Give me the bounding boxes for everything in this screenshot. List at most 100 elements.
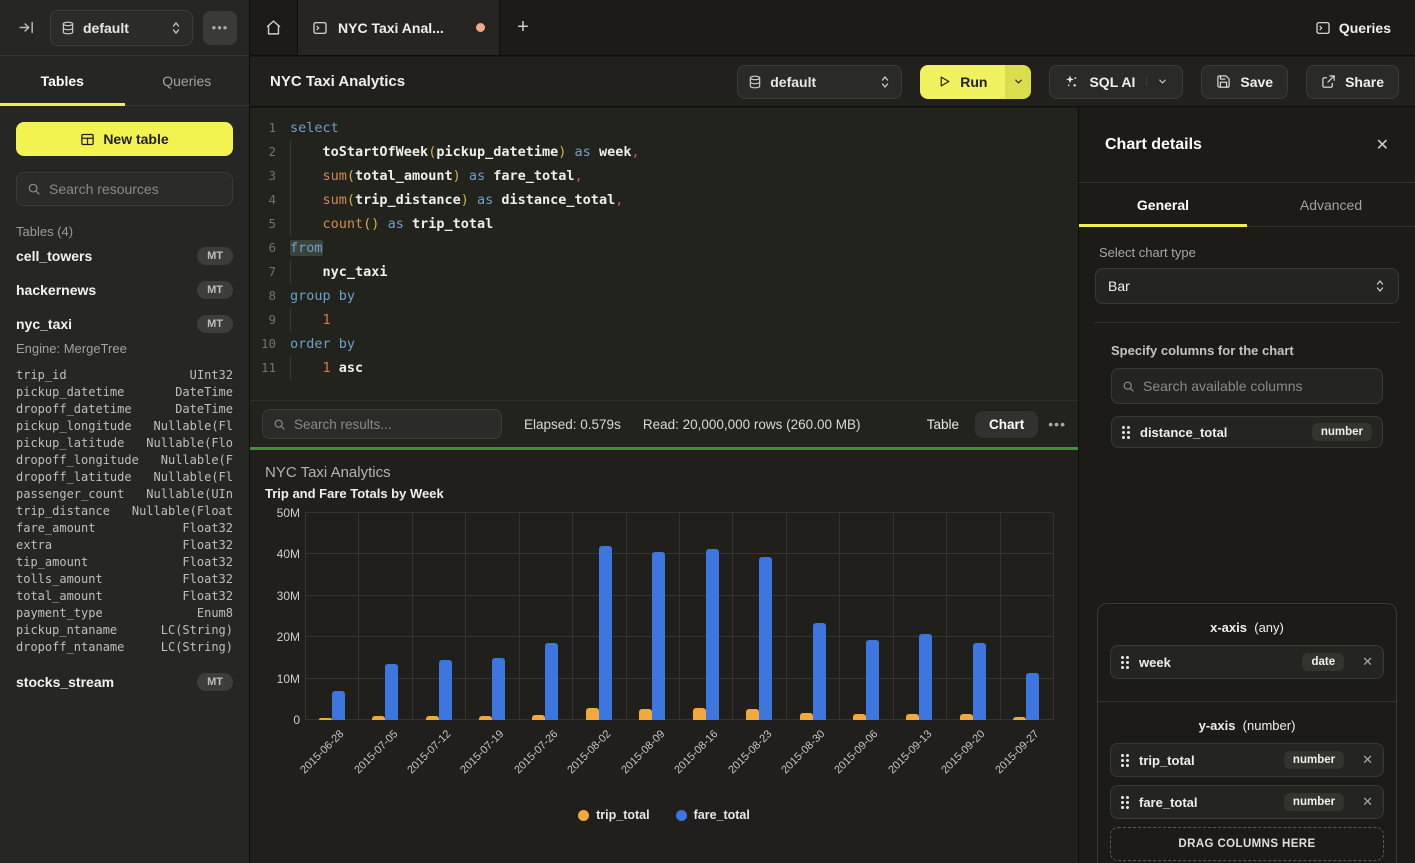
axes-config-box: x-axis (any) weekdate✕ y-axis (number) t… (1097, 603, 1397, 863)
bar-group[interactable] (305, 513, 358, 720)
axis-column-chip[interactable]: weekdate✕ (1110, 645, 1384, 679)
tab-general[interactable]: General (1079, 183, 1247, 226)
run-options-button[interactable] (1005, 65, 1031, 99)
new-table-button[interactable]: New table (16, 122, 233, 156)
bar-fare_total[interactable] (332, 691, 345, 720)
queries-label: Queries (1339, 20, 1391, 36)
sql-editor[interactable]: 1select2 toStartOfWeek(pickup_datetime) … (250, 108, 1078, 400)
bar-trip_total[interactable] (746, 709, 759, 720)
code-token: group by (290, 288, 355, 304)
toolbar-database-select[interactable]: default (737, 65, 902, 99)
bar-trip_total[interactable] (639, 709, 652, 720)
queries-button[interactable]: Queries (1291, 0, 1415, 55)
chart-type-label: Select chart type (1079, 227, 1415, 268)
bar-trip_total[interactable] (906, 714, 919, 720)
bar-fare_total[interactable] (599, 546, 612, 720)
bar-group[interactable] (358, 513, 411, 720)
sidebar-database-select[interactable]: default (50, 10, 193, 46)
drag-columns-dropzone[interactable]: DRAG COLUMNS HERE (1110, 827, 1384, 861)
bar-trip_total[interactable] (800, 713, 813, 720)
x-axis-section: x-axis (any) weekdate✕ (1098, 604, 1396, 701)
remove-column-button[interactable]: ✕ (1362, 654, 1373, 670)
bar-trip_total[interactable] (426, 716, 439, 720)
available-column-chip[interactable]: distance_totalnumber (1111, 416, 1383, 448)
bar-trip_total[interactable] (479, 716, 492, 720)
bar-trip_total[interactable] (1013, 717, 1026, 720)
bar-group[interactable] (732, 513, 785, 720)
code-token: ( (347, 192, 355, 208)
view-toggle-chart[interactable]: Chart (975, 411, 1038, 438)
bar-trip_total[interactable] (693, 708, 706, 720)
bar-group[interactable] (572, 513, 625, 720)
tab-queries[interactable]: Queries (125, 56, 250, 105)
bar-group[interactable] (626, 513, 679, 720)
bar-group[interactable] (839, 513, 892, 720)
bar-fare_total[interactable] (973, 643, 986, 720)
bar-fare_total[interactable] (813, 623, 826, 720)
bar-group[interactable] (1000, 513, 1053, 720)
sql-ai-button[interactable]: SQL AI (1049, 65, 1183, 99)
sql-ai-caret[interactable] (1146, 76, 1168, 87)
bar-fare_total[interactable] (545, 643, 558, 720)
axis-column-chip[interactable]: trip_totalnumber✕ (1110, 743, 1384, 777)
tab-advanced[interactable]: Advanced (1247, 183, 1415, 226)
columns-search-input[interactable] (1143, 378, 1372, 394)
sidebar-search-input[interactable] (49, 181, 222, 197)
indent-guide-line (290, 308, 291, 332)
bar-fare_total[interactable] (652, 552, 665, 720)
bar-group[interactable] (412, 513, 465, 720)
results-more-button[interactable]: ••• (1048, 416, 1066, 432)
bar-fare_total[interactable] (385, 664, 398, 720)
bar-group[interactable] (786, 513, 839, 720)
table-row[interactable]: cell_towersMT (0, 239, 249, 273)
remove-column-button[interactable]: ✕ (1362, 794, 1373, 810)
legend-item-trip_total[interactable]: trip_total (578, 808, 649, 822)
bar-group[interactable] (679, 513, 732, 720)
save-button[interactable]: Save (1201, 65, 1288, 99)
bar-group[interactable] (893, 513, 946, 720)
axis-chip-name: trip_total (1139, 753, 1274, 768)
remove-column-button[interactable]: ✕ (1362, 752, 1373, 768)
results-search-input[interactable] (294, 417, 491, 432)
bar-trip_total[interactable] (372, 716, 385, 720)
code-token (404, 216, 412, 232)
sidebar-more-button[interactable]: ••• (203, 11, 237, 45)
bar-trip_total[interactable] (853, 714, 866, 720)
bar-group[interactable] (519, 513, 572, 720)
bar-fare_total[interactable] (439, 660, 452, 720)
chart-panel: NYC Taxi Analytics Trip and Fare Totals … (250, 447, 1078, 863)
bar-fare_total[interactable] (1026, 673, 1039, 720)
table-row[interactable]: nyc_taxiMT (0, 307, 249, 341)
bar-fare_total[interactable] (706, 549, 719, 720)
engine-badge: MT (197, 315, 233, 333)
table-row[interactable]: stocks_streamMT (0, 665, 249, 699)
run-button[interactable]: Run (920, 65, 1005, 99)
bar-fare_total[interactable] (492, 658, 505, 720)
bar-group[interactable] (946, 513, 999, 720)
y-tick-label: 40M (277, 547, 300, 561)
axis-column-chip[interactable]: fare_totalnumber✕ (1110, 785, 1384, 819)
collapse-sidebar-button[interactable] (12, 14, 40, 42)
engine-badge: MT (197, 673, 233, 691)
new-tab-button[interactable]: + (500, 0, 546, 55)
query-tab[interactable]: NYC Taxi Anal... (298, 0, 500, 55)
bar-trip_total[interactable] (532, 715, 545, 720)
tab-tables[interactable]: Tables (0, 56, 125, 105)
chart-type-select[interactable]: Bar (1095, 268, 1399, 304)
bar-fare_total[interactable] (759, 557, 772, 720)
bar-fare_total[interactable] (919, 634, 932, 720)
home-button[interactable] (250, 0, 298, 55)
close-icon[interactable]: ✕ (1376, 135, 1389, 155)
legend-item-fare_total[interactable]: fare_total (676, 808, 750, 822)
line-number: 2 (250, 140, 290, 164)
bar-fare_total[interactable] (866, 640, 879, 720)
bar-trip_total[interactable] (319, 718, 332, 720)
table-row[interactable]: hackernewsMT (0, 273, 249, 307)
bar-trip_total[interactable] (586, 708, 599, 720)
code-line: 2 toStartOfWeek(pickup_datetime) as week… (250, 140, 1078, 164)
view-toggle-table[interactable]: Table (913, 411, 973, 438)
share-button[interactable]: Share (1306, 65, 1399, 99)
bar-group[interactable] (465, 513, 518, 720)
column-row: dropoff_latitudeNullable(Fl (0, 468, 249, 485)
bar-trip_total[interactable] (960, 714, 973, 720)
